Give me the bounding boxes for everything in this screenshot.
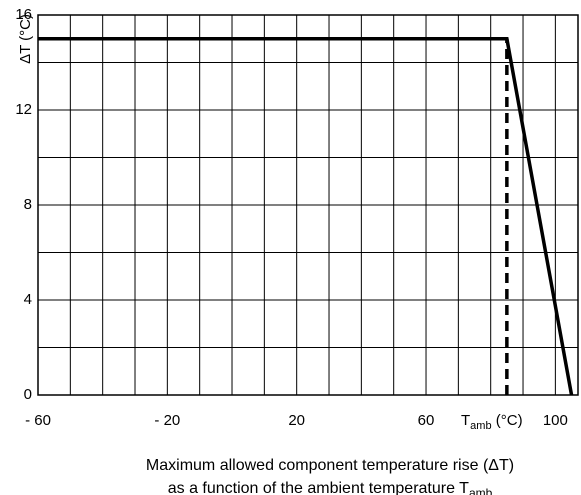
x-label-sub: amb [470, 420, 491, 432]
x-axis-label: Tamb (°C) [461, 412, 523, 432]
data-line [38, 37, 574, 396]
y-tick-label: 0 [24, 386, 32, 403]
x-tick-label: - 20 [154, 412, 180, 429]
caption: Maximum allowed component temperature ri… [146, 457, 514, 474]
caption-sub: amb [469, 486, 493, 495]
x-tick-label: - 60 [25, 412, 51, 429]
x-label-unit: (°C) [492, 412, 523, 429]
caption-text: as a function of the ambient temperature… [168, 480, 469, 495]
plot-border [37, 14, 579, 396]
x-label-text: T [461, 412, 470, 429]
x-tick-label: 20 [288, 412, 305, 429]
caption: as a function of the ambient temperature… [168, 480, 493, 495]
x-tick-label: 100 [543, 412, 568, 429]
y-tick-label: 12 [15, 101, 32, 118]
y-axis-label: ΔT (°C) [17, 14, 34, 64]
x-tick-label: 60 [418, 412, 435, 429]
y-tick-label: 8 [24, 196, 32, 213]
y-tick-label: 4 [24, 291, 32, 308]
y-tick-label: 16 [15, 6, 32, 23]
